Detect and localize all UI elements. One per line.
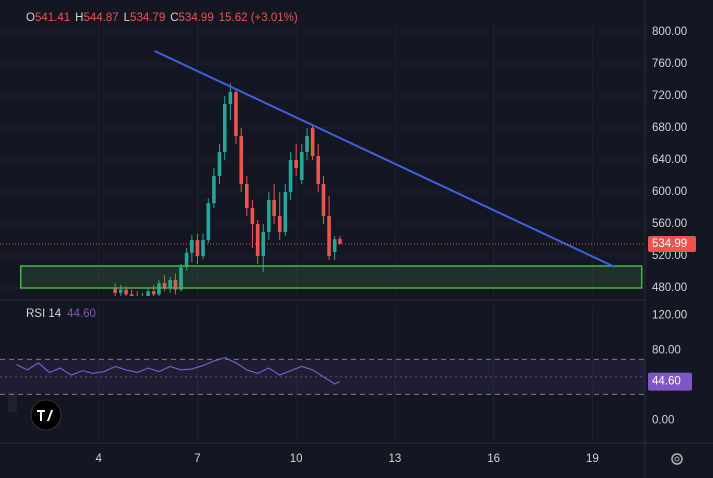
y-tick-label: 760.00 [652, 58, 687, 70]
candle-body [190, 240, 194, 253]
y-tick-label: 520.00 [652, 250, 687, 262]
rsi-line [16, 356, 341, 385]
candle-body [157, 283, 161, 295]
x-tick-label: 4 [96, 453, 103, 465]
candle-body [316, 156, 321, 184]
candle-body [201, 240, 205, 256]
x-tick-label: 10 [290, 453, 303, 465]
plot-area [0, 20, 645, 296]
support-zone [19, 265, 643, 289]
candle-body [129, 294, 134, 296]
candle-body [321, 184, 326, 216]
candle-body [118, 289, 123, 293]
candle-body [239, 136, 244, 184]
change: 15.62 (+3.01%) [219, 12, 298, 24]
y-tick-label: 680.00 [652, 122, 687, 134]
rsi-tag-label: 44.60 [652, 376, 681, 388]
y-tick-label: 560.00 [652, 218, 687, 230]
ohlc-value: 544.87 [83, 12, 118, 24]
candle-body [338, 238, 342, 245]
y-tick-label: 0.00 [652, 415, 674, 427]
candle-body [299, 152, 304, 180]
ohlc-value: 534.99 [179, 12, 214, 24]
candle-body [168, 280, 172, 288]
settings-icon[interactable] [671, 453, 683, 465]
ohlc-value: 541.41 [35, 12, 70, 24]
logo-mark[interactable] [37, 410, 53, 421]
candle-body [305, 136, 309, 152]
candle-body [332, 239, 337, 252]
ohlc-key: L [124, 12, 131, 24]
candle-body [212, 176, 216, 204]
x-tick-label: 19 [586, 453, 599, 465]
candle-body [277, 216, 282, 232]
candle-body [310, 128, 315, 156]
x-tick-label: 13 [388, 453, 401, 465]
ohlc-key: H [75, 12, 83, 24]
collapse-button[interactable] [8, 392, 17, 412]
y-tick-label: 600.00 [652, 186, 687, 198]
y-tick-label: 720.00 [652, 90, 687, 102]
candle-body [184, 252, 189, 268]
candle-body [179, 267, 183, 290]
candle-body [288, 160, 293, 192]
candle-body [113, 288, 117, 293]
last-price-label: 534.99 [652, 238, 687, 250]
ohlc-header: O541.41 H544.87 L534.79 C534.99 15.62 (+3.01… [26, 12, 298, 24]
y-tick-label: 800.00 [652, 26, 687, 38]
candle-body [195, 240, 200, 256]
candle-body [294, 160, 298, 168]
candle-body [283, 192, 288, 232]
candle-body [272, 200, 276, 216]
rsi-header: RSI 14 44.60 [26, 308, 96, 320]
candle-body [228, 92, 233, 104]
logo[interactable] [30, 399, 62, 431]
rsi-value: 44.60 [67, 308, 96, 320]
candle-body [267, 200, 271, 232]
ohlc-value: 534.79 [130, 12, 165, 24]
candle-body [250, 208, 255, 224]
y-tick-label: 480.00 [652, 282, 687, 294]
candle-body [151, 291, 156, 295]
candle-body [217, 152, 222, 176]
candle-body [255, 224, 260, 256]
y-tick-label: 80.00 [652, 345, 681, 357]
x-tick-label: 7 [194, 453, 200, 465]
y-tick-label: 640.00 [652, 154, 687, 166]
x-tick-label: 16 [487, 453, 500, 465]
candle-body [234, 92, 238, 136]
candle-body [261, 232, 266, 256]
rsi-name: RSI 14 [26, 308, 62, 320]
candle-body [124, 289, 128, 295]
candle-body [162, 283, 167, 288]
logo-circle[interactable] [30, 399, 62, 431]
candle-body [327, 216, 331, 256]
rsi-tag [648, 372, 692, 391]
candle-body [173, 280, 178, 290]
ohlc-key: C [170, 12, 178, 24]
candle-body [206, 203, 211, 240]
gear-hub[interactable] [674, 456, 680, 462]
candle-body [245, 184, 249, 208]
candle-body [146, 291, 150, 296]
ohlc-key: O [26, 12, 35, 24]
gear[interactable] [671, 453, 683, 465]
y-tick-label: 120.00 [652, 310, 687, 322]
trendline [154, 50, 616, 268]
candle-body [222, 104, 227, 152]
last-price-tag [648, 236, 696, 253]
